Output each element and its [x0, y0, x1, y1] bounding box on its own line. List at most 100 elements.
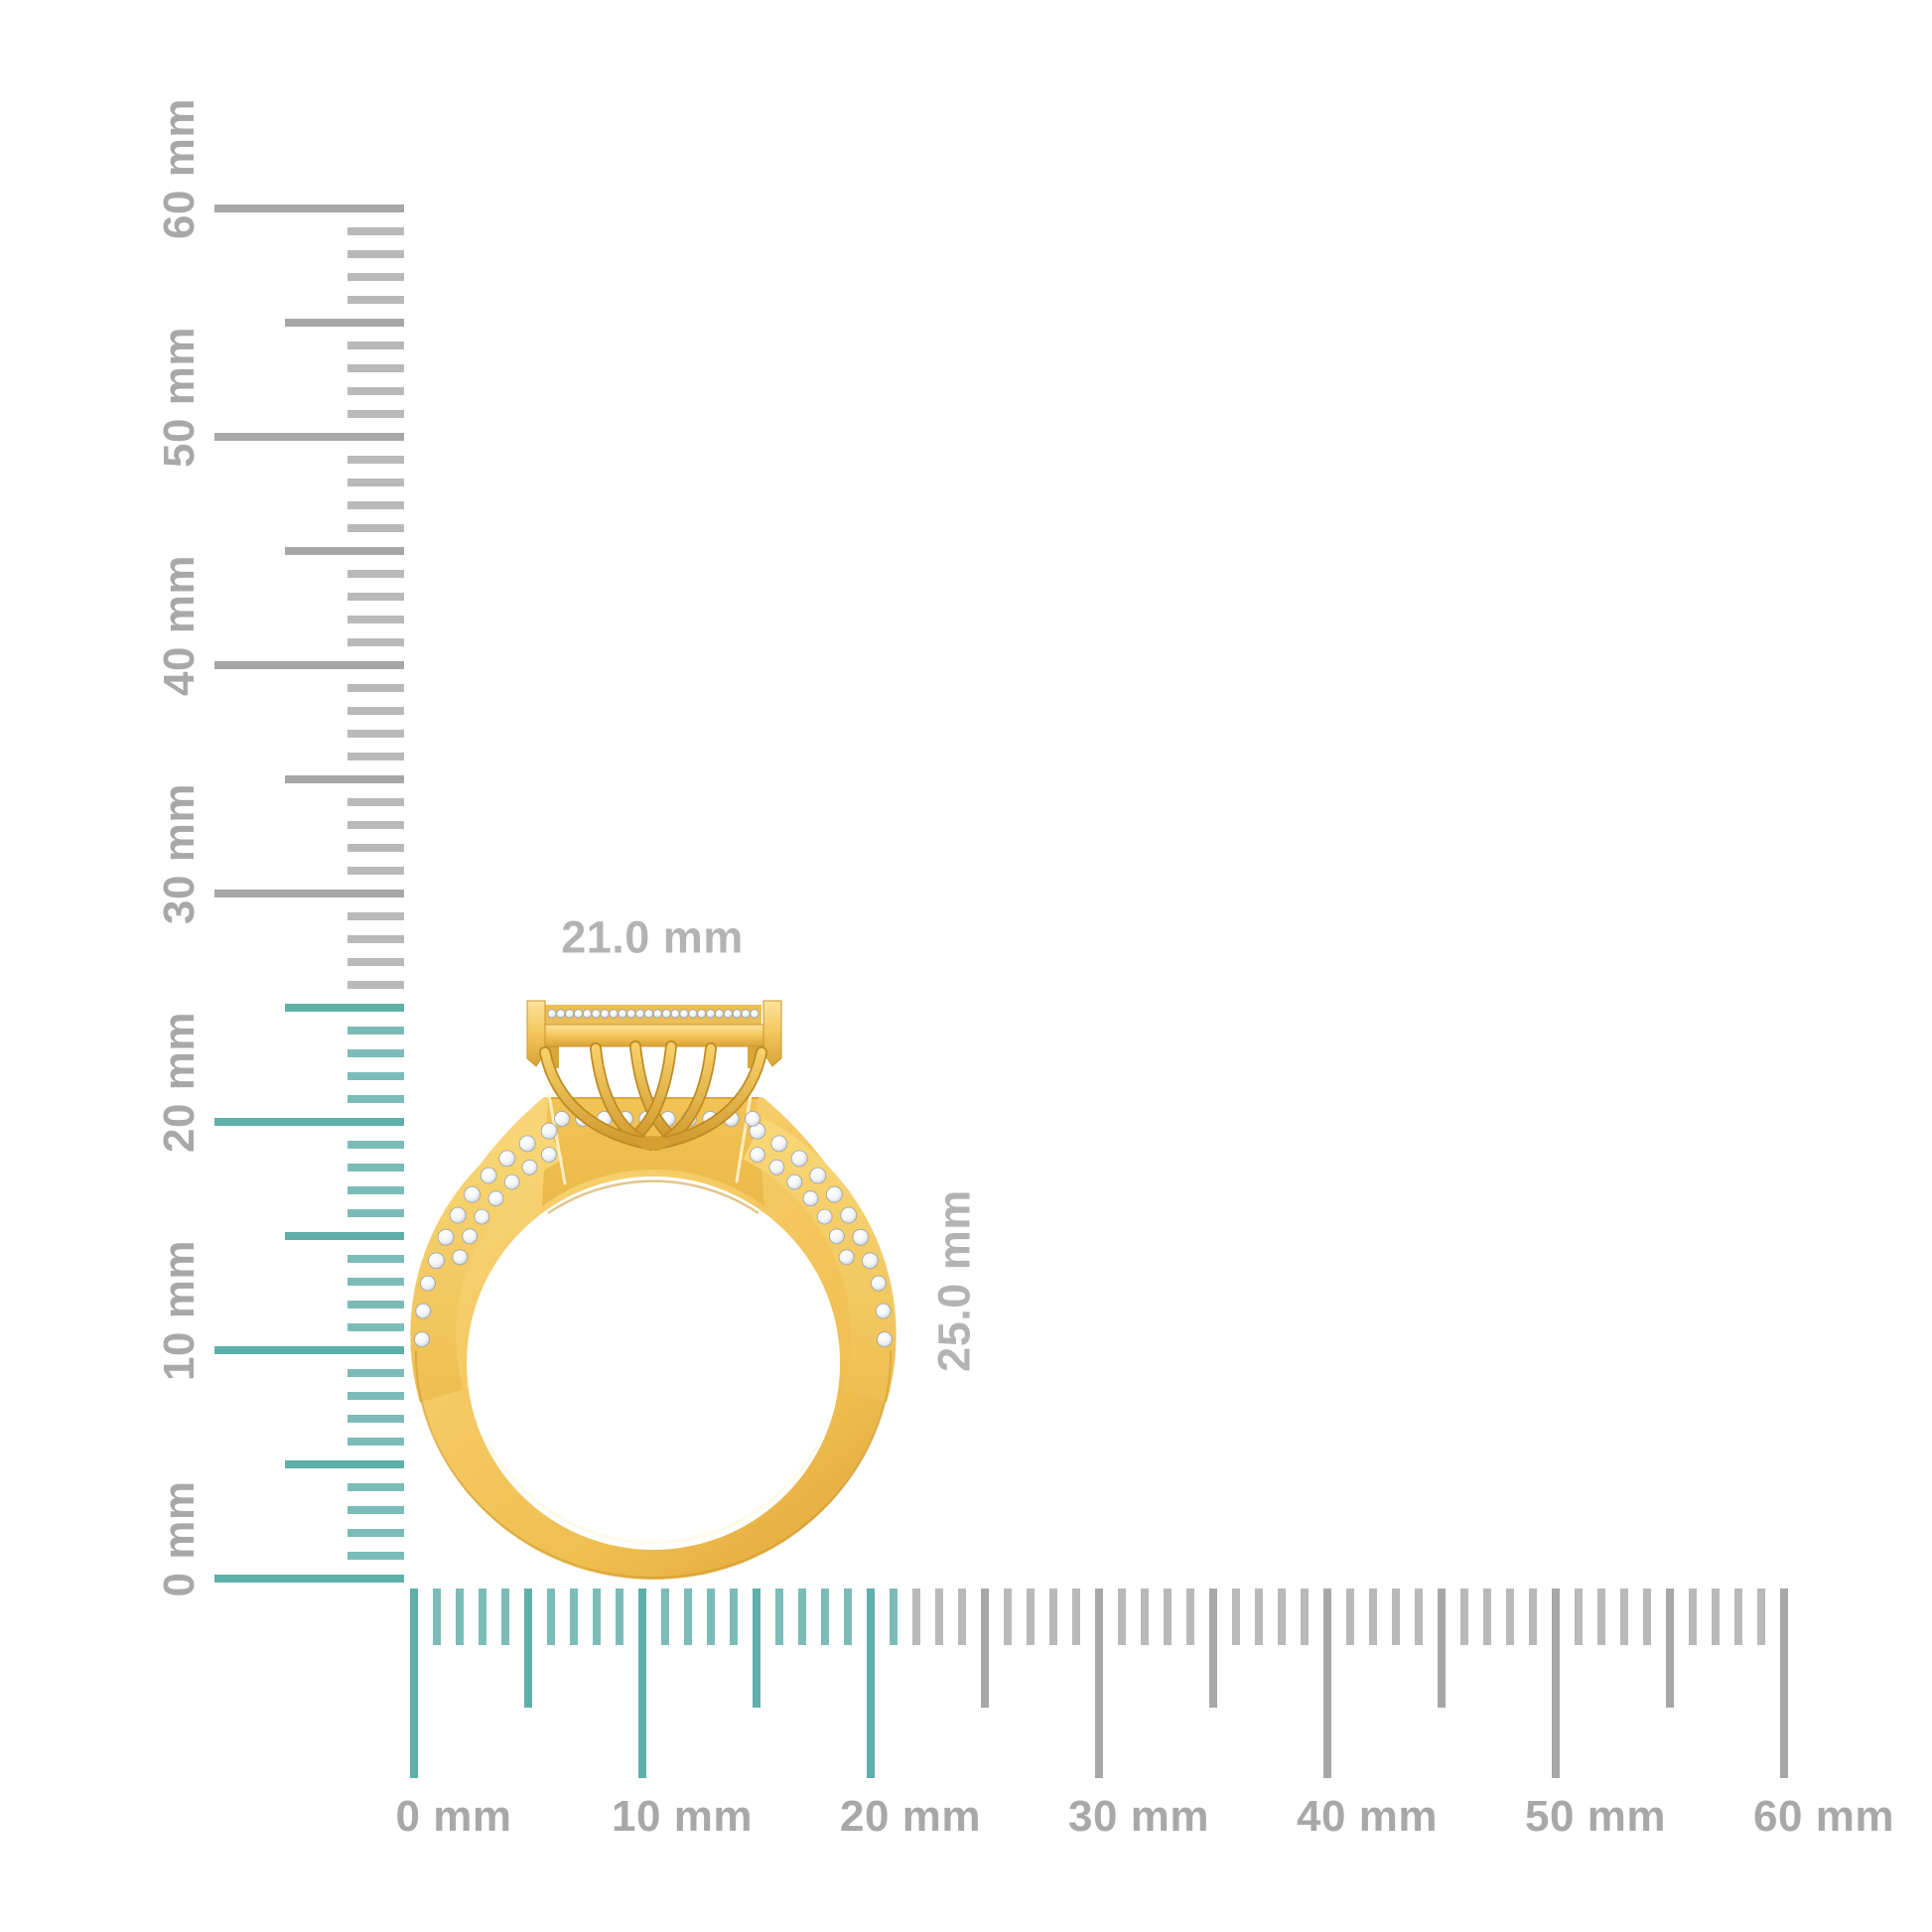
pave-diamond — [452, 1249, 469, 1266]
prong — [540, 1047, 653, 1149]
pave-diamond — [862, 1252, 879, 1270]
horizontal-ruler-tick-28mm — [1049, 1588, 1057, 1645]
horizontal-ruler-tick-16mm — [775, 1588, 783, 1645]
horizontal-ruler-tick-52mm — [1597, 1588, 1605, 1645]
horizontal-ruler-tick-27mm — [1027, 1588, 1035, 1645]
vertical-ruler-tick-9mm — [347, 1369, 404, 1377]
vertical-ruler-tick-36mm — [347, 753, 404, 760]
horizontal-ruler-tick-32mm — [1141, 1588, 1149, 1645]
horizontal-ruler-tick-9mm — [616, 1588, 623, 1645]
horizontal-ruler-tick-1mm — [433, 1588, 441, 1645]
vertical-ruler-tick-33mm — [347, 821, 404, 829]
head-diamond — [556, 1009, 566, 1019]
horizontal-ruler-tick-22mm — [912, 1588, 920, 1645]
ring-head — [526, 1000, 782, 1151]
vertical-ruler-tick-0mm — [214, 1575, 404, 1583]
bypass-step-right — [735, 1093, 753, 1183]
vertical-ruler-tick-46mm — [347, 524, 404, 532]
pave-diamond — [487, 1190, 504, 1207]
vertical-ruler-tick-20mm — [214, 1118, 404, 1126]
vertical-ruler-tick-31mm — [347, 867, 404, 875]
vertical-ruler-tick-7mm — [347, 1415, 404, 1423]
horizontal-ruler-tick-8mm — [593, 1588, 601, 1645]
head-diamond-row — [547, 1009, 759, 1019]
head-diamond — [609, 1009, 619, 1019]
horizontal-ruler-label-30mm: 30 mm — [1068, 1792, 1209, 1841]
horizontal-ruler-tick-0mm — [410, 1588, 418, 1778]
horizontal-ruler-tick-26mm — [1004, 1588, 1012, 1645]
prong — [628, 1041, 676, 1143]
pave-diamond — [554, 1111, 570, 1127]
head-diamond — [565, 1009, 575, 1019]
head-post-right — [762, 1000, 782, 1067]
horizontal-ruler-tick-31mm — [1118, 1588, 1126, 1645]
horizontal-ruler-tick-4mm — [501, 1588, 509, 1645]
pave-diamond — [498, 1150, 516, 1168]
horizontal-ruler-tick-39mm — [1301, 1588, 1309, 1645]
horizontal-ruler-tick-13mm — [707, 1588, 715, 1645]
pave-diamond — [838, 1249, 855, 1266]
head-diamond — [706, 1009, 716, 1019]
head-diamond — [643, 1009, 654, 1019]
ring-width-dimension-label: 21.0 mm — [561, 911, 744, 963]
vertical-ruler-tick-17mm — [347, 1186, 404, 1194]
horizontal-ruler-tick-5mm — [524, 1588, 532, 1708]
horizontal-ruler-tick-56mm — [1689, 1588, 1697, 1645]
pave-diamond — [790, 1150, 808, 1168]
pave-diamond — [745, 1111, 760, 1127]
horizontal-ruler-tick-7mm — [570, 1588, 578, 1645]
horizontal-ruler-tick-15mm — [753, 1588, 760, 1708]
head-diamond — [591, 1009, 601, 1019]
horizontal-ruler-tick-17mm — [798, 1588, 806, 1645]
vertical-ruler-tick-3mm — [347, 1506, 404, 1514]
horizontal-ruler-tick-2mm — [456, 1588, 464, 1645]
vertical-ruler-tick-44mm — [347, 570, 404, 578]
head-diamond — [573, 1009, 584, 1019]
horizontal-ruler-tick-41mm — [1346, 1588, 1354, 1645]
horizontal-ruler-tick-10mm — [638, 1588, 646, 1778]
head-diamond — [582, 1009, 593, 1019]
pave-diamond — [437, 1228, 455, 1246]
horizontal-ruler-tick-44mm — [1415, 1588, 1423, 1645]
vertical-ruler-tick-2mm — [347, 1529, 404, 1537]
horizontal-ruler-tick-29mm — [1072, 1588, 1080, 1645]
vertical-ruler-tick-49mm — [347, 456, 404, 464]
outer-edge-shadow — [414, 1349, 893, 1580]
pave-diamond — [786, 1173, 803, 1190]
horizontal-ruler-tick-33mm — [1164, 1588, 1172, 1645]
head-diamond — [750, 1009, 759, 1019]
pave-diamond — [474, 1208, 490, 1225]
vertical-ruler-tick-26mm — [347, 981, 404, 989]
pave-diamond — [420, 1275, 436, 1292]
head-diamond — [697, 1009, 707, 1019]
head-diamond — [732, 1009, 742, 1019]
horizontal-ruler-tick-48mm — [1506, 1588, 1514, 1645]
vertical-ruler-tick-60mm — [214, 205, 404, 212]
horizontal-ruler-tick-51mm — [1575, 1588, 1583, 1645]
vertical-ruler-tick-58mm — [347, 250, 404, 258]
ring-shoulder-left — [410, 1118, 564, 1403]
vertical-ruler-tick-8mm — [347, 1392, 404, 1400]
horizontal-ruler-tick-49mm — [1529, 1588, 1537, 1645]
pave-diamond — [540, 1122, 558, 1140]
vertical-ruler-tick-19mm — [347, 1141, 404, 1149]
horizontal-ruler-tick-24mm — [958, 1588, 966, 1645]
vertical-ruler-tick-38mm — [347, 707, 404, 715]
horizontal-ruler-label-0mm: 0 mm — [395, 1792, 512, 1841]
horizontal-ruler-label-20mm: 20 mm — [840, 1792, 981, 1841]
vertical-ruler-tick-34mm — [347, 798, 404, 806]
pave-diamond — [428, 1252, 446, 1270]
pave-diamond — [503, 1173, 520, 1190]
vertical-ruler-tick-23mm — [347, 1049, 404, 1057]
horizontal-ruler-tick-3mm — [479, 1588, 486, 1645]
horizontal-ruler-tick-30mm — [1095, 1588, 1103, 1778]
horizontal-ruler-tick-12mm — [684, 1588, 692, 1645]
vertical-ruler-tick-55mm — [285, 319, 404, 327]
horizontal-ruler-label-10mm: 10 mm — [612, 1792, 753, 1841]
prong — [653, 1047, 766, 1149]
horizontal-ruler-label-40mm: 40 mm — [1297, 1792, 1438, 1841]
vertical-ruler-tick-51mm — [347, 410, 404, 418]
vertical-ruler-tick-25mm — [285, 1004, 404, 1012]
ring-height-dimension-label: 25.0 mm — [928, 1189, 980, 1372]
